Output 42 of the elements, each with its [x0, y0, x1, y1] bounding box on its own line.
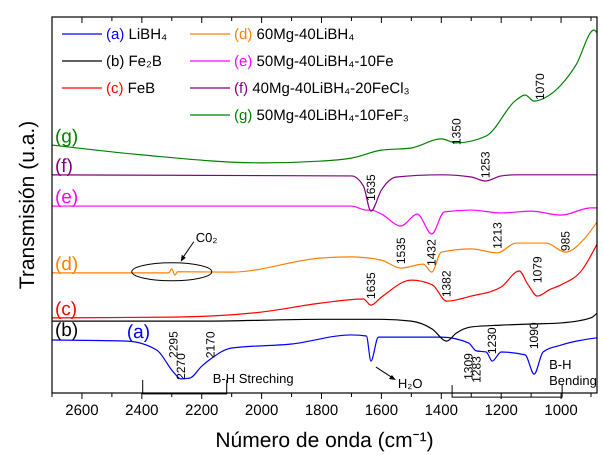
- legend-label: (c) FeB: [106, 80, 156, 97]
- x-tick-label: 1200: [484, 402, 518, 419]
- x-tick-label: 2200: [185, 402, 218, 419]
- annotation: 1070: [533, 73, 548, 100]
- x-tick-label: 2600: [65, 402, 99, 419]
- annotation: (b): [54, 320, 78, 342]
- annotation: B-H Bending: [549, 357, 597, 388]
- x-tick-label: 1400: [424, 402, 458, 419]
- annotation: 1635: [364, 272, 378, 299]
- annotation: 985: [558, 230, 573, 252]
- annotation: 1213: [490, 222, 504, 249]
- annotation: (f): [54, 156, 73, 177]
- annotation: (g): [54, 126, 78, 148]
- x-tick-label: 2400: [125, 402, 159, 419]
- annotation: H₂O: [398, 376, 422, 392]
- x-tick-label: 1800: [304, 402, 338, 419]
- y-axis-title: Transmisión (u.a.): [16, 120, 39, 290]
- legend-label: (a) LiBH₄: [106, 26, 168, 43]
- annotation: (a): [126, 322, 150, 344]
- legend-label: (d) 60Mg-40LiBH₄: [234, 26, 354, 43]
- x-tick-label: 1600: [364, 402, 398, 419]
- annotation: 1079: [530, 256, 544, 284]
- annotation: 1382: [440, 270, 454, 298]
- legend-label: (g) 50Mg-40LiBH₄-10FeF₃: [234, 107, 409, 124]
- x-axis-title: Número de onda (cm⁻¹): [215, 429, 434, 452]
- annotation: 1635: [364, 174, 378, 201]
- annotation: B-H Streching: [212, 370, 294, 386]
- annotation: 1535: [394, 237, 408, 264]
- legend-label: (f) 40Mg-40LiBH₄-20FeCl₃: [234, 80, 410, 97]
- annotation: (d): [54, 254, 78, 275]
- annotation: 1432: [424, 238, 439, 266]
- annotation: C0₂: [196, 230, 218, 245]
- annotation: 1230: [485, 327, 500, 354]
- x-tick-label: 2000: [244, 402, 278, 419]
- annotation: (c): [54, 298, 78, 320]
- annotation: 1253: [478, 151, 492, 178]
- annotation: 2170: [204, 331, 218, 358]
- annotation: (e): [54, 187, 78, 208]
- legend-label: (e) 50Mg-40LiBH₄-10Fe: [234, 53, 394, 70]
- legend-label: (b) Fe₂B: [106, 53, 162, 70]
- annotation: 1350: [449, 118, 464, 146]
- x-tick-label: 1000: [544, 402, 578, 419]
